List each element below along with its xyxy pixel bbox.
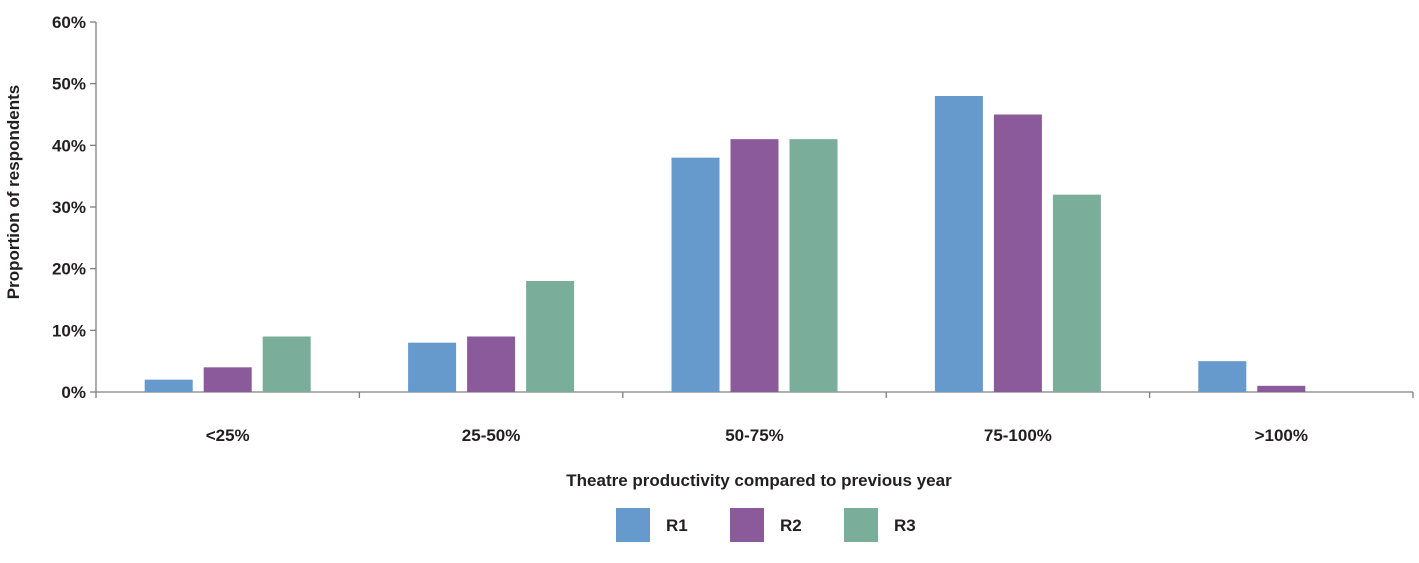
bar-r1-2 [671,157,720,392]
legend-label-r1: R1 [666,516,688,535]
y-tick-label: 0% [61,383,86,402]
y-tick-label: 40% [52,136,86,155]
legend-swatch-r2 [730,508,764,542]
x-tick-label: 50-75% [725,426,784,445]
y-axis-title: Proportion of respondents [4,85,23,299]
y-axis: 0% 10% 20% 30% 40% 50% 60% [52,13,97,402]
x-axis-title: Theatre productivity compared to previou… [566,471,952,490]
y-tick-label: 30% [52,198,86,217]
bar-r2-0 [203,367,252,392]
x-axis: <25% 25-50% 50-75% 75-100% >100% [95,391,1414,445]
bar-r1-4 [1198,361,1247,392]
bar-r2-3 [993,114,1042,392]
bar-r1-1 [408,342,457,392]
x-tick-label: >100% [1255,426,1308,445]
bars [144,96,1306,392]
legend-swatch-r3 [844,508,878,542]
legend-label-r3: R3 [894,516,916,535]
bar-r2-1 [467,336,516,392]
y-tick-label: 60% [52,13,86,32]
bar-r3-3 [1052,194,1101,392]
bar-r3-2 [789,139,838,392]
y-tick-label: 10% [52,321,86,340]
bar-r1-3 [934,96,983,392]
legend-swatch-r1 [616,508,650,542]
bar-r3-1 [526,281,575,392]
bar-r1-0 [144,379,193,392]
legend: R1 R2 R3 [616,508,916,542]
bar-r3-0 [262,336,311,392]
y-tick-label: 20% [52,260,86,279]
y-tick-label: 50% [52,75,86,94]
legend-label-r2: R2 [780,516,802,535]
bar-r2-4 [1257,385,1306,392]
x-tick-label: 25-50% [462,426,521,445]
x-tick-label: <25% [206,426,250,445]
bar-r2-2 [730,139,779,392]
x-tick-label: 75-100% [984,426,1052,445]
